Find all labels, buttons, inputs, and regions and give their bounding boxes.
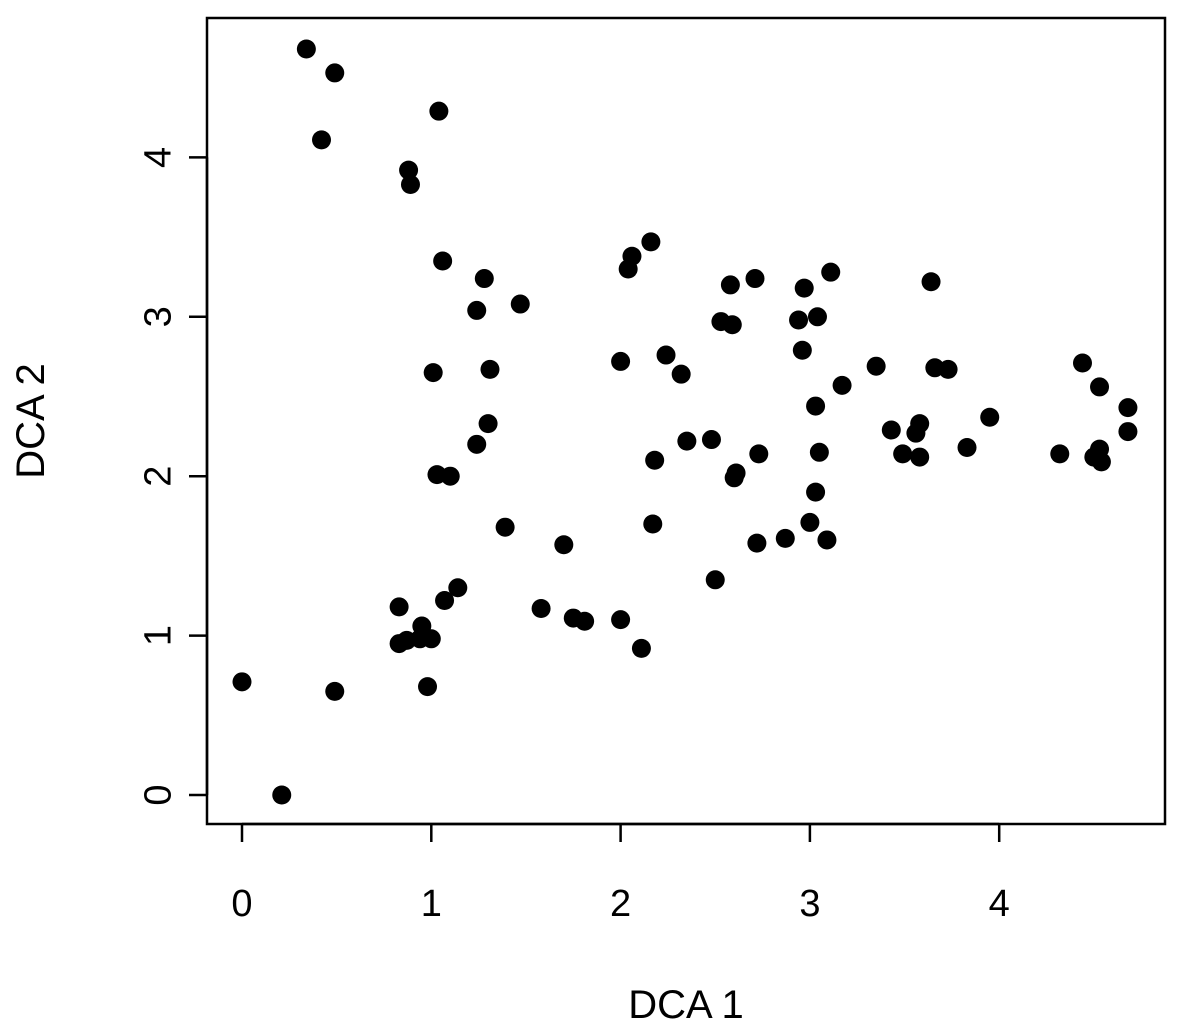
data-point	[893, 444, 913, 464]
data-point	[921, 272, 941, 292]
data-point	[701, 430, 721, 450]
data-point	[1050, 444, 1070, 464]
data-point	[478, 414, 498, 434]
data-point	[467, 434, 487, 454]
data-point	[720, 275, 740, 295]
data-point	[618, 259, 638, 279]
x-axis: 0 1 2 3 4	[231, 822, 1010, 925]
data-point	[418, 677, 438, 697]
data-point	[1118, 398, 1138, 418]
y-tick-label: 4	[137, 147, 179, 168]
data-point	[722, 315, 742, 335]
x-tick-label: 0	[231, 883, 252, 925]
data-point	[724, 468, 744, 488]
data-point	[1118, 422, 1138, 442]
y-tick-label: 1	[137, 625, 179, 646]
data-point	[510, 294, 530, 314]
data-point	[705, 570, 725, 590]
data-points	[232, 39, 1138, 805]
data-point	[821, 262, 841, 282]
plot-frame	[205, 16, 1167, 826]
data-point	[480, 359, 500, 379]
x-axis-title: DCA 1	[628, 983, 744, 1027]
y-axis: 0 1 2 3 4	[137, 147, 209, 806]
data-point	[910, 414, 930, 434]
data-point	[399, 160, 419, 180]
data-point	[745, 269, 765, 289]
data-point	[677, 431, 697, 451]
data-point	[312, 130, 332, 150]
data-point	[531, 599, 551, 619]
data-point	[641, 232, 661, 252]
data-point	[881, 420, 901, 440]
data-point	[232, 672, 252, 692]
y-tick-label: 2	[137, 466, 179, 487]
data-point	[832, 375, 852, 395]
x-tick-label: 2	[610, 883, 631, 925]
data-point	[433, 251, 453, 271]
data-point	[1091, 452, 1111, 472]
x-tick-label: 3	[799, 883, 820, 925]
data-point	[272, 785, 292, 805]
data-point	[435, 591, 455, 611]
data-point	[423, 363, 443, 383]
data-point	[800, 512, 820, 532]
data-point	[421, 629, 441, 649]
data-point	[1072, 353, 1092, 373]
data-point	[817, 530, 837, 550]
data-point	[296, 39, 316, 59]
data-point	[809, 442, 829, 462]
x-tick-label: 1	[421, 883, 442, 925]
data-point	[495, 517, 515, 537]
data-point	[645, 450, 665, 470]
data-point	[611, 351, 631, 371]
data-point	[747, 533, 767, 553]
data-point	[671, 364, 691, 384]
data-point	[400, 174, 420, 194]
data-point	[749, 444, 769, 464]
data-point	[656, 345, 676, 365]
data-point	[474, 269, 494, 289]
x-tick-label: 4	[989, 883, 1010, 925]
data-point	[938, 359, 958, 379]
data-point	[325, 63, 345, 83]
data-point	[957, 438, 977, 458]
y-axis-title: DCA 2	[9, 363, 53, 479]
data-point	[792, 340, 812, 360]
data-point	[440, 466, 460, 486]
data-point	[1090, 377, 1110, 397]
data-point	[910, 447, 930, 467]
data-point	[643, 514, 663, 534]
y-tick-label: 0	[137, 784, 179, 805]
data-point	[448, 578, 468, 598]
data-point	[389, 597, 409, 617]
data-point	[806, 482, 826, 502]
data-point	[980, 407, 1000, 427]
data-point	[775, 528, 795, 548]
data-point	[467, 300, 487, 320]
data-point	[631, 638, 651, 658]
data-point	[806, 396, 826, 416]
data-point	[389, 634, 409, 654]
data-point	[554, 535, 574, 555]
data-point	[789, 310, 809, 330]
y-tick-label: 3	[137, 306, 179, 327]
data-point	[429, 101, 449, 121]
data-point	[807, 307, 827, 327]
data-point	[794, 278, 814, 298]
data-point	[611, 610, 631, 630]
data-point	[866, 356, 886, 376]
data-point	[325, 681, 345, 701]
data-point	[575, 611, 595, 631]
